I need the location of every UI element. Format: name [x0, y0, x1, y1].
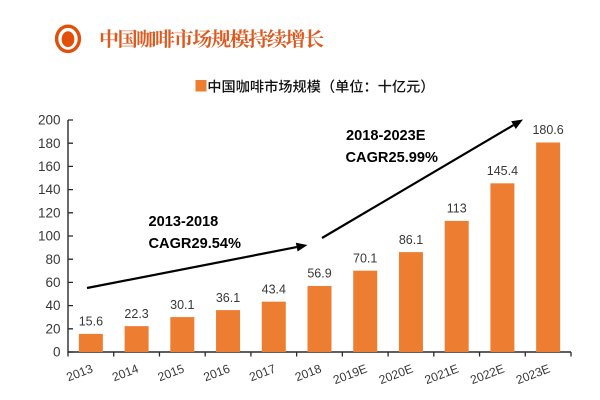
svg-text:56.9: 56.9 — [307, 267, 331, 281]
svg-text:180: 180 — [38, 136, 61, 151]
svg-text:140: 140 — [38, 182, 61, 197]
svg-text:86.1: 86.1 — [399, 233, 423, 247]
svg-text:100: 100 — [38, 229, 61, 244]
svg-text:40: 40 — [45, 298, 60, 313]
svg-text:180.6: 180.6 — [532, 123, 563, 137]
svg-text:22.3: 22.3 — [124, 307, 148, 321]
svg-text:43.4: 43.4 — [262, 282, 286, 296]
svg-text:113: 113 — [447, 202, 467, 216]
svg-text:30.1: 30.1 — [170, 298, 194, 312]
svg-text:CAGR25.99%: CAGR25.99% — [346, 150, 438, 166]
svg-text:200: 200 — [38, 113, 61, 128]
svg-text:20: 20 — [45, 321, 60, 336]
svg-text:145.4: 145.4 — [487, 164, 518, 178]
svg-text:15.6: 15.6 — [79, 315, 103, 329]
svg-text:2013-2018: 2013-2018 — [149, 214, 219, 230]
svg-text:0: 0 — [53, 345, 61, 360]
svg-text:70.1: 70.1 — [353, 251, 377, 265]
svg-text:2018-2023E: 2018-2023E — [346, 128, 426, 144]
svg-text:CAGR29.54%: CAGR29.54% — [149, 236, 241, 252]
svg-text:60: 60 — [45, 275, 60, 290]
svg-text:160: 160 — [38, 159, 61, 174]
svg-text:36.1: 36.1 — [216, 291, 240, 305]
svg-text:80: 80 — [45, 252, 60, 267]
svg-text:120: 120 — [38, 205, 61, 220]
